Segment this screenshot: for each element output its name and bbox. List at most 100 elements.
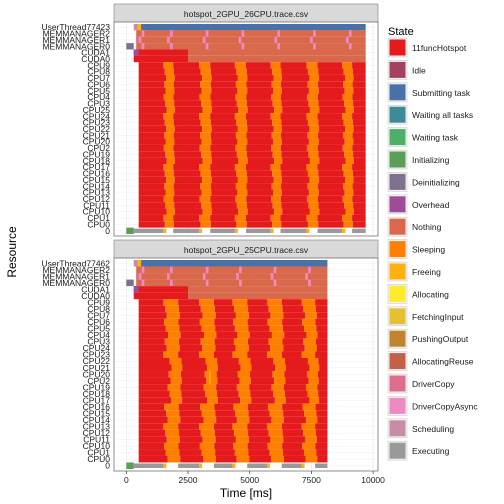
cpu-sleeping [307,170,319,177]
cpu-hotspot [138,318,165,326]
cpu-sleeping [237,74,248,82]
cpu-hotspot [138,377,171,385]
userthread-freeing [137,24,142,31]
cpu-sleeping [342,214,353,222]
cpu-sleeping [168,331,181,339]
cpu-hotspot [138,81,165,88]
cuda-hotspot [133,55,189,63]
cpu-sleeping [235,312,249,319]
cpu-hotspot [138,208,167,215]
row0-freeing [266,463,270,468]
cpu-hotspot [285,364,310,372]
cpu-sleeping [236,68,247,75]
memmanager-drivercopyasync [348,43,352,50]
cpu-sleeping [199,442,215,450]
resource-label: CPU12 [83,428,111,438]
cpu-hotspot [173,94,200,101]
cpu-hotspot [138,436,167,443]
cpu-sleeping [164,403,179,411]
cpu-hotspot [280,144,307,152]
cpu-sleeping [164,68,174,75]
cpu-sleeping [169,390,182,398]
resource-label: CPU7 [87,73,110,83]
cpu-sleeping [235,436,249,443]
cpu-hotspot [281,100,309,107]
cpu-hotspot [138,331,169,339]
cpu-hotspot [138,299,164,306]
cpu-hotspot [138,195,164,203]
cpu-hotspot [353,125,366,133]
cpu-hotspot [280,195,307,203]
cpu-sleeping [267,318,283,326]
cpu-hotspot [210,221,237,228]
cpu-sleeping [302,442,316,450]
cpu-sleeping [199,214,211,222]
cpu-sleeping [163,351,179,358]
cpu-sleeping [233,318,248,326]
cpu-hotspot [247,106,275,114]
cpu-hotspot [317,214,343,222]
cpu-hotspot [315,305,328,313]
cpu-hotspot [179,344,203,352]
memmanager-drivercopy [136,36,139,44]
cpu-hotspot [353,106,366,114]
cpu-hotspot [249,384,272,391]
cpu-hotspot [182,364,208,372]
cpu-sleeping [165,429,180,437]
cpu-sleeping [167,455,181,463]
cpu-sleeping [234,305,249,313]
memmanager-drivercopyasync [305,273,308,280]
memmanager-drivercopyasync [167,36,170,44]
cuda-nothing [188,286,328,293]
cpu-hotspot [210,170,237,177]
cpu-hotspot [282,157,310,164]
cpu-hotspot [247,157,275,164]
cpu-sleeping [273,125,283,133]
cpu-hotspot [318,87,345,94]
legend-label: Deinitializing [412,177,460,187]
cpu-hotspot [352,94,366,101]
legend-swatch [389,173,406,190]
cpu-hotspot [138,397,172,404]
cpu-hotspot [211,87,238,94]
cpu-hotspot [138,351,164,358]
cpu-hotspot [173,119,201,126]
cpu-sleeping [305,384,318,391]
legend-label: Initializing [412,155,450,165]
cpu-sleeping [207,397,218,404]
cpu-hotspot [174,100,202,107]
legend-label: Waiting all tasks [412,110,473,120]
cpu-hotspot [179,305,201,313]
cpu-hotspot [213,351,233,358]
resource-label: UserThread77423 [41,22,110,32]
cpu-hotspot [318,170,344,177]
cpu-sleeping [270,436,284,443]
cpu-hotspot [174,157,203,164]
cpu-hotspot [248,449,270,456]
legend-label: Sleeping [412,245,445,255]
resource-label: CPU14 [83,181,111,191]
cpu-sleeping [306,164,318,171]
cpu-hotspot [210,62,235,69]
cpu-hotspot [217,390,239,398]
row0-executing [173,228,200,233]
cpu-sleeping [344,100,354,107]
cpu-sleeping [166,125,175,133]
cpu-hotspot [281,202,309,209]
cpu-hotspot [211,176,238,184]
cpu-hotspot [138,338,165,345]
row0-freeing [199,463,203,468]
resource-label: CPU1 [87,213,110,223]
cpu-sleeping [301,299,316,306]
cpu-sleeping [271,183,282,190]
cpu-sleeping [302,318,316,326]
row0-executing [246,228,271,233]
cpu-sleeping [232,423,248,430]
memmanager-drivercopyasync [141,30,145,37]
cpu-hotspot [247,176,274,184]
cpu-sleeping [199,144,211,152]
cpu-hotspot [216,371,238,378]
cpu-sleeping [274,377,286,385]
legend-swatch [389,263,406,280]
cpu-hotspot [319,157,346,164]
